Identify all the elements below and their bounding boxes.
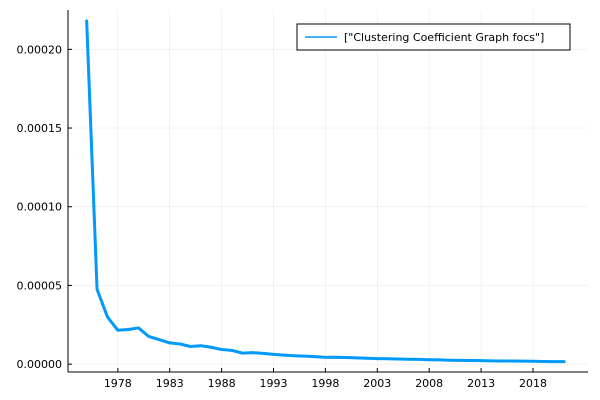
grid xyxy=(68,10,588,372)
x-tick-label: 1983 xyxy=(156,377,184,390)
y-tick-label: 0.00005 xyxy=(17,279,63,292)
x-tick-label: 2003 xyxy=(363,377,391,390)
axes xyxy=(67,10,588,373)
x-tick-label: 2008 xyxy=(415,377,443,390)
legend: ["Clustering Coefficient Graph focs"] xyxy=(296,23,571,51)
series-line xyxy=(85,19,566,364)
y-tick-label: 0.00020 xyxy=(17,43,63,56)
legend-label: ["Clustering Coefficient Graph focs"] xyxy=(344,31,544,44)
y-tick-label: 0.00010 xyxy=(17,201,63,214)
x-tick-label: 2013 xyxy=(467,377,495,390)
y-tick-label: 0.00000 xyxy=(17,358,63,371)
x-tick-label: 2018 xyxy=(519,377,547,390)
x-tick-label: 1998 xyxy=(311,377,339,390)
x-tick-label: 1988 xyxy=(208,377,236,390)
ticks: 1978 1983 1988 1993 1998 2003 2008 2013 2018 0.00… xyxy=(17,43,547,390)
series xyxy=(85,19,566,364)
y-tick-label: 0.00015 xyxy=(17,122,63,135)
x-tick-label: 1993 xyxy=(260,377,288,390)
legend-box xyxy=(296,23,571,51)
x-tick-label: 1978 xyxy=(104,377,132,390)
